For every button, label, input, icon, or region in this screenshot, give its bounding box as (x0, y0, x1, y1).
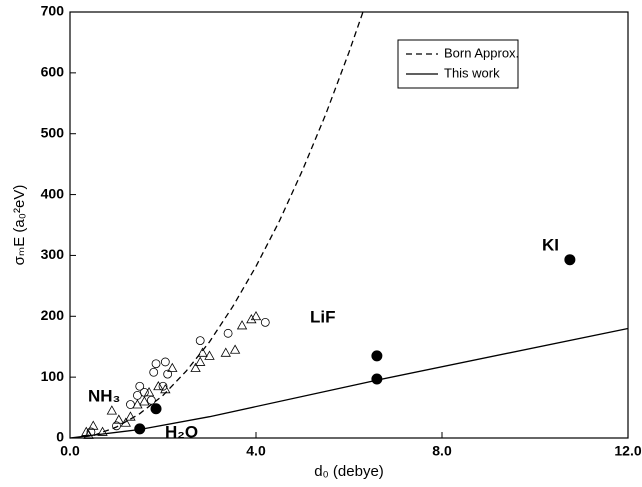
filled-marker (150, 403, 162, 415)
triangle-marker (190, 362, 201, 372)
y-tick-label: 100 (41, 368, 65, 384)
triangle-marker (220, 347, 231, 357)
circle-marker (86, 427, 96, 437)
legend-label: This work (444, 65, 500, 80)
triangle-marker (143, 387, 155, 397)
y-axis-label: σₘE (a₀²eV) (11, 185, 28, 266)
triangle-marker (204, 350, 215, 360)
circle-marker (139, 387, 149, 397)
x-axis-label: d₀ (debye) (314, 463, 384, 480)
y-tick-label: 500 (41, 124, 65, 140)
annotation: KI (542, 235, 559, 254)
y-tick-label: 200 (41, 307, 65, 323)
circle-marker (158, 381, 168, 391)
y-tick-label: 400 (41, 185, 65, 201)
filled-marker (564, 254, 576, 266)
triangle-marker (106, 405, 118, 415)
line (83, 11, 364, 438)
triangle-marker (160, 383, 171, 394)
annotation: H₂O (165, 422, 198, 441)
triangle-marker (167, 362, 178, 372)
triangle-marker (197, 347, 208, 357)
circle-marker (163, 369, 173, 379)
triangle-marker (250, 310, 262, 321)
x-tick-label: 4.0 (246, 443, 266, 459)
triangle-marker (132, 399, 143, 409)
circle-marker (149, 367, 159, 377)
triangle-marker (236, 320, 248, 330)
circle-marker (260, 317, 270, 327)
legend-box (397, 39, 519, 89)
x-tick-label: 0.0 (60, 443, 80, 459)
circle-marker (146, 395, 156, 405)
y-tick-label: 300 (41, 246, 65, 262)
triangle-marker (195, 356, 206, 366)
annotation: LiF (310, 307, 336, 326)
circle-marker (223, 328, 233, 338)
triangle-marker (88, 420, 99, 430)
circle-marker (195, 336, 205, 346)
annotation: NH₃ (88, 386, 120, 405)
circle-marker (151, 359, 161, 369)
y-tick-label: 700 (41, 3, 65, 19)
x-tick-label: 12.0 (614, 443, 641, 459)
filled-marker (371, 373, 383, 385)
line (69, 327, 629, 439)
triangle-marker (97, 426, 108, 436)
circle-marker (135, 381, 145, 391)
triangle-marker (83, 429, 94, 439)
triangle-marker (229, 344, 241, 354)
triangle-marker (246, 314, 257, 324)
circle-marker (112, 421, 121, 431)
triangle-marker (113, 414, 125, 424)
triangle-marker (125, 411, 136, 421)
filled-marker (134, 423, 146, 435)
legend-label: Born Approx. (444, 45, 519, 60)
y-tick-label: 600 (41, 64, 65, 80)
triangle-marker (81, 426, 92, 436)
filled-marker (371, 350, 383, 362)
x-tick-label: 8.0 (432, 443, 452, 459)
circle-marker (160, 357, 170, 367)
triangle-marker (153, 380, 164, 391)
y-tick-label: 0 (56, 429, 64, 445)
triangle-marker (120, 417, 131, 427)
plot-frame (69, 11, 629, 439)
triangle-marker (139, 396, 150, 406)
